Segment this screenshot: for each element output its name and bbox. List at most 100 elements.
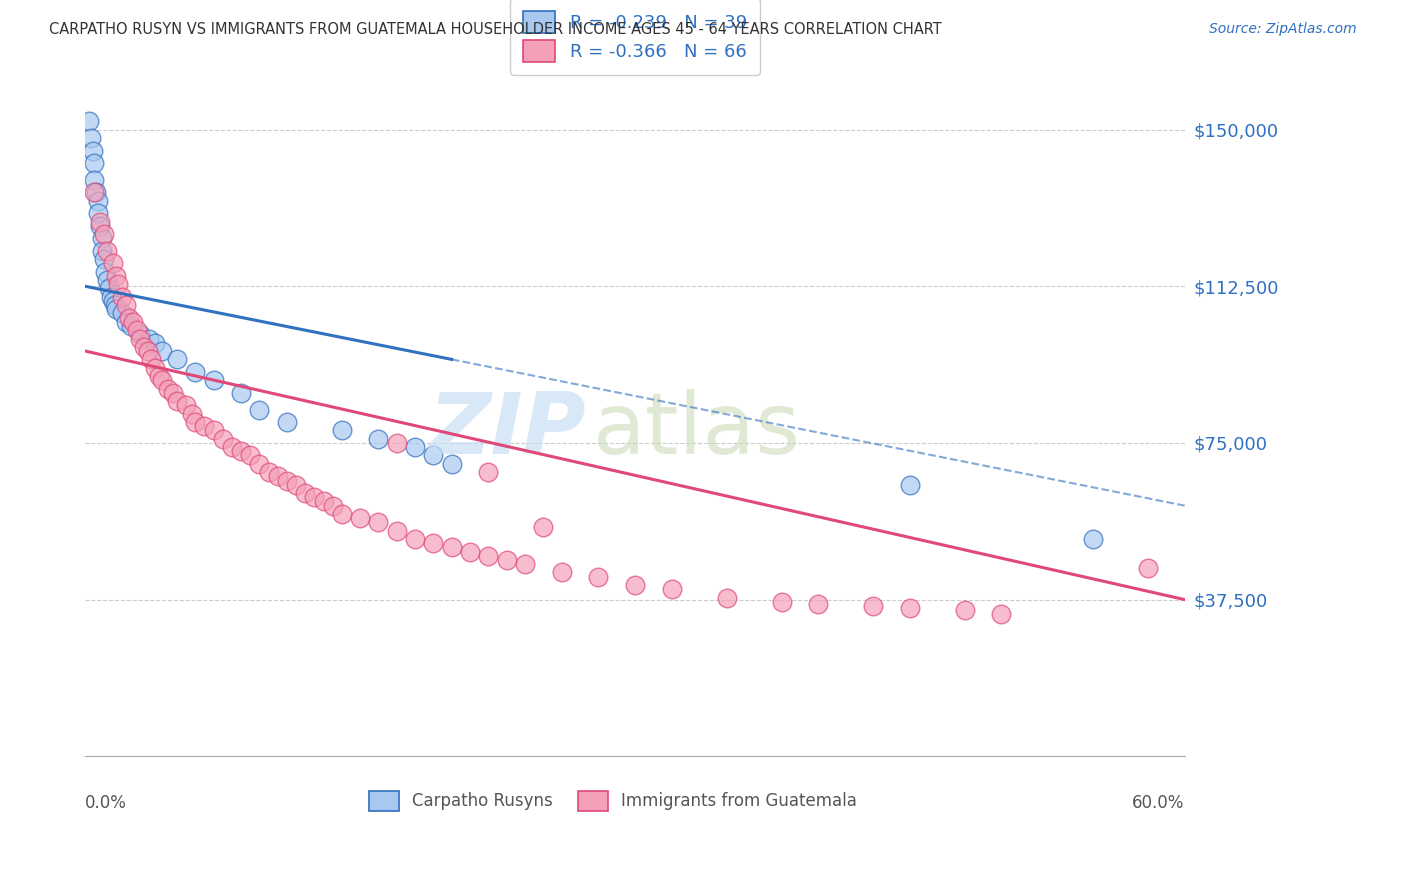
Point xyxy=(716,591,738,605)
Point xyxy=(385,436,408,450)
Point xyxy=(211,432,233,446)
Point xyxy=(98,281,121,295)
Point xyxy=(588,569,610,583)
Point xyxy=(239,449,262,463)
Point xyxy=(661,582,683,597)
Point xyxy=(150,373,173,387)
Point xyxy=(257,465,280,479)
Point xyxy=(107,277,129,292)
Point xyxy=(422,449,444,463)
Point xyxy=(162,385,184,400)
Point xyxy=(202,424,225,438)
Point xyxy=(87,206,110,220)
Point xyxy=(89,219,111,233)
Point xyxy=(1081,532,1104,546)
Point xyxy=(193,419,215,434)
Point xyxy=(898,601,921,615)
Point xyxy=(111,290,134,304)
Point xyxy=(101,293,124,308)
Point xyxy=(953,603,976,617)
Point xyxy=(385,524,408,538)
Text: ZIP: ZIP xyxy=(427,389,585,472)
Point xyxy=(122,315,145,329)
Point xyxy=(276,474,298,488)
Point xyxy=(422,536,444,550)
Point xyxy=(367,432,389,446)
Point xyxy=(624,578,647,592)
Point xyxy=(330,507,353,521)
Text: 0.0%: 0.0% xyxy=(86,794,127,812)
Text: CARPATHO RUSYN VS IMMIGRANTS FROM GUATEMALA HOUSEHOLDER INCOME AGES 45 - 64 YEAR: CARPATHO RUSYN VS IMMIGRANTS FROM GUATEM… xyxy=(49,22,942,37)
Point xyxy=(166,352,188,367)
Point xyxy=(104,298,127,312)
Point xyxy=(180,407,202,421)
Point xyxy=(349,511,371,525)
Point xyxy=(143,335,166,350)
Point xyxy=(83,156,105,170)
Point xyxy=(138,332,160,346)
Point xyxy=(90,244,112,258)
Point xyxy=(94,265,117,279)
Point xyxy=(202,373,225,387)
Point xyxy=(114,298,136,312)
Point xyxy=(96,244,118,258)
Point xyxy=(101,256,124,270)
Point xyxy=(221,440,243,454)
Text: atlas: atlas xyxy=(593,389,801,472)
Point xyxy=(531,519,554,533)
Point xyxy=(125,323,148,337)
Point xyxy=(83,173,105,187)
Point xyxy=(495,553,517,567)
Text: Source: ZipAtlas.com: Source: ZipAtlas.com xyxy=(1209,22,1357,37)
Point xyxy=(129,327,152,342)
Point xyxy=(132,340,155,354)
Point xyxy=(93,252,115,267)
Point xyxy=(82,144,104,158)
Point xyxy=(898,477,921,491)
Point xyxy=(100,290,122,304)
Point xyxy=(83,186,105,200)
Point xyxy=(276,415,298,429)
Text: 60.0%: 60.0% xyxy=(1132,794,1185,812)
Point xyxy=(247,402,270,417)
Point xyxy=(84,186,107,200)
Point xyxy=(166,394,188,409)
Point xyxy=(143,360,166,375)
Point xyxy=(247,457,270,471)
Point xyxy=(770,595,793,609)
Point xyxy=(184,415,207,429)
Point xyxy=(148,369,170,384)
Point xyxy=(93,227,115,241)
Point xyxy=(294,486,316,500)
Point xyxy=(120,318,142,333)
Point xyxy=(807,597,830,611)
Point xyxy=(89,214,111,228)
Point xyxy=(80,131,103,145)
Point xyxy=(312,494,335,508)
Point xyxy=(105,268,128,283)
Point xyxy=(105,302,128,317)
Point xyxy=(87,194,110,208)
Point xyxy=(174,398,197,412)
Point xyxy=(330,424,353,438)
Point xyxy=(111,306,134,320)
Point xyxy=(477,549,499,563)
Point xyxy=(990,607,1012,622)
Point xyxy=(440,457,463,471)
Point xyxy=(96,273,118,287)
Point xyxy=(114,315,136,329)
Point xyxy=(150,344,173,359)
Point xyxy=(267,469,290,483)
Point xyxy=(118,310,141,325)
Point xyxy=(367,516,389,530)
Point xyxy=(322,499,344,513)
Point xyxy=(440,541,463,555)
Point xyxy=(513,557,536,571)
Legend: Carpatho Rusyns, Immigrants from Guatemala: Carpatho Rusyns, Immigrants from Guatema… xyxy=(357,779,869,822)
Point xyxy=(141,352,163,367)
Point xyxy=(477,465,499,479)
Point xyxy=(304,490,326,504)
Point xyxy=(136,344,159,359)
Point xyxy=(90,231,112,245)
Point xyxy=(404,440,426,454)
